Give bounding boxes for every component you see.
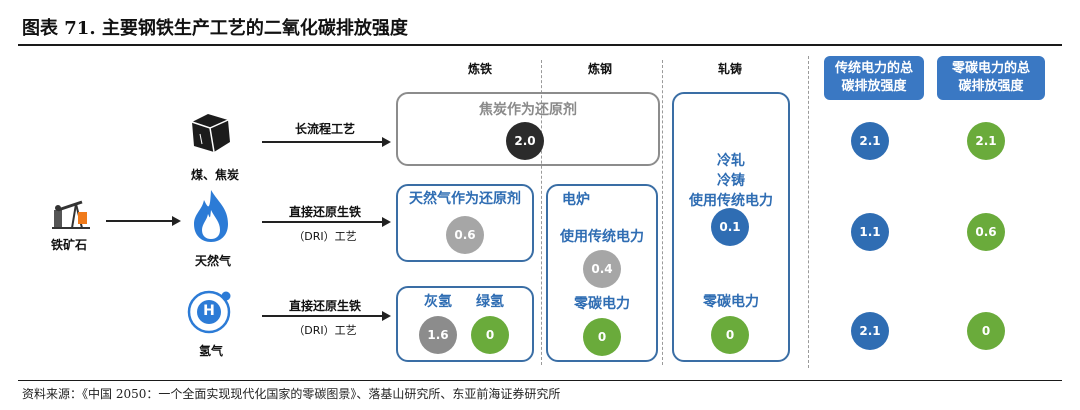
header-total-traditional: 传统电力的总碳排放强度 xyxy=(824,56,924,100)
coke-reductant-label: 焦炭作为还原剂 xyxy=(479,102,577,118)
source-note: 资料来源：《中国 2050：一个全面实现现代化国家的零碳图景》、落基山研究所、东… xyxy=(22,387,561,401)
gas-reductant-box xyxy=(396,184,534,262)
gas-value: 0.6 xyxy=(454,228,476,242)
header-total-zero: 零碳电力的总碳排放强度 xyxy=(937,56,1045,100)
eaf-box xyxy=(546,184,658,362)
process-dri-gas-arrow xyxy=(262,221,382,223)
total-zero-gas: 0.6 xyxy=(975,225,997,239)
coke-value-circle: 2.0 xyxy=(506,122,544,160)
total-zero-h2-circle: 0 xyxy=(967,312,1005,350)
process-dri-h2-sublabel: （DRI）工艺 xyxy=(293,324,357,337)
process-dri-gas-label: 直接还原生铁 xyxy=(288,205,361,219)
gas-reductant-label: 天然气作为还原剂 xyxy=(409,191,521,207)
gray-hydrogen-value-circle: 1.6 xyxy=(419,316,457,354)
header-smelting: 炼铁 xyxy=(467,62,492,76)
process-long-arrowhead xyxy=(382,137,391,147)
figure-title: 图表 71. 主要钢铁生产工艺的二氧化碳排放强度 xyxy=(22,18,408,39)
process-long-arrow xyxy=(262,141,382,143)
rolling-box xyxy=(672,92,790,362)
total-traditional-h2: 2.1 xyxy=(859,324,881,338)
divider-smelting-steelmaking xyxy=(541,60,542,365)
gas-label: 天然气 xyxy=(194,254,231,268)
header-total-zero-label: 零碳电力的总碳排放强度 xyxy=(951,61,1030,94)
header-total-traditional-label: 传统电力的总碳排放强度 xyxy=(834,61,913,94)
total-zero-long-circle: 2.1 xyxy=(967,122,1005,160)
process-dri-h2-label: 直接还原生铁 xyxy=(288,299,361,313)
total-traditional-gas-circle: 1.1 xyxy=(851,213,889,251)
flame-icon xyxy=(194,190,228,242)
eaf-zero-value: 0 xyxy=(597,330,607,344)
process-dri-gas-arrowhead xyxy=(382,217,391,227)
hydrogen-symbol: H xyxy=(203,303,215,319)
eaf-traditional-label: 使用传统电力 xyxy=(560,229,644,245)
gas-value-circle: 0.6 xyxy=(446,216,484,254)
process-long-label: 长流程工艺 xyxy=(294,122,355,136)
coke-value: 2.0 xyxy=(514,134,536,148)
rolling-zero-label: 零碳电力 xyxy=(703,294,759,310)
hydrogen-icon xyxy=(187,290,231,334)
rolling-line1: 冷轧 xyxy=(717,153,745,169)
total-traditional-long: 2.1 xyxy=(859,134,881,148)
bottom-rule xyxy=(18,380,1062,381)
coke-reductant-box xyxy=(396,92,660,166)
hydrogen-label: 氢气 xyxy=(198,344,223,358)
eaf-traditional-value-circle: 0.4 xyxy=(583,250,621,288)
rolling-zero-value: 0 xyxy=(725,328,735,342)
top-rule xyxy=(18,44,1062,46)
total-zero-long: 2.1 xyxy=(975,134,997,148)
eaf-zero-value-circle: 0 xyxy=(583,318,621,356)
divider-steelmaking-rolling xyxy=(662,60,663,365)
ore-arrowhead xyxy=(172,216,181,226)
oil-pump-icon xyxy=(52,200,90,229)
ore-label: 铁矿石 xyxy=(50,238,87,252)
total-zero-h2: 0 xyxy=(981,324,991,338)
process-dri-h2-arrow xyxy=(262,315,382,317)
header-steelmaking: 炼钢 xyxy=(587,62,612,76)
total-traditional-gas: 1.1 xyxy=(859,225,881,239)
total-traditional-long-circle: 2.1 xyxy=(851,122,889,160)
green-hydrogen-label: 绿氢 xyxy=(476,294,504,310)
rolling-zero-value-circle: 0 xyxy=(711,316,749,354)
rolling-line2: 冷铸 xyxy=(717,173,745,189)
eaf-traditional-value: 0.4 xyxy=(591,262,613,276)
process-dri-gas-sublabel: （DRI）工艺 xyxy=(293,230,357,243)
hydrogen-reductant-box xyxy=(396,286,534,362)
gray-hydrogen-value: 1.6 xyxy=(427,328,449,342)
green-hydrogen-value-circle: 0 xyxy=(471,316,509,354)
eaf-zero-label: 零碳电力 xyxy=(574,296,630,312)
rolling-traditional-value: 0.1 xyxy=(719,220,741,234)
total-traditional-h2-circle: 2.1 xyxy=(851,312,889,350)
green-hydrogen-value: 0 xyxy=(485,328,495,342)
eaf-title: 电炉 xyxy=(562,192,590,208)
coal-icon xyxy=(191,114,230,153)
rolling-line3: 使用传统电力 xyxy=(689,193,773,209)
rolling-traditional-value-circle: 0.1 xyxy=(711,208,749,246)
ore-arrow xyxy=(106,220,172,222)
header-rolling: 轧铸 xyxy=(717,62,742,76)
divider-totals xyxy=(808,56,809,368)
gray-hydrogen-label: 灰氢 xyxy=(424,294,452,310)
coal-label: 煤、焦炭 xyxy=(190,168,239,182)
total-zero-gas-circle: 0.6 xyxy=(967,213,1005,251)
process-dri-h2-arrowhead xyxy=(382,311,391,321)
